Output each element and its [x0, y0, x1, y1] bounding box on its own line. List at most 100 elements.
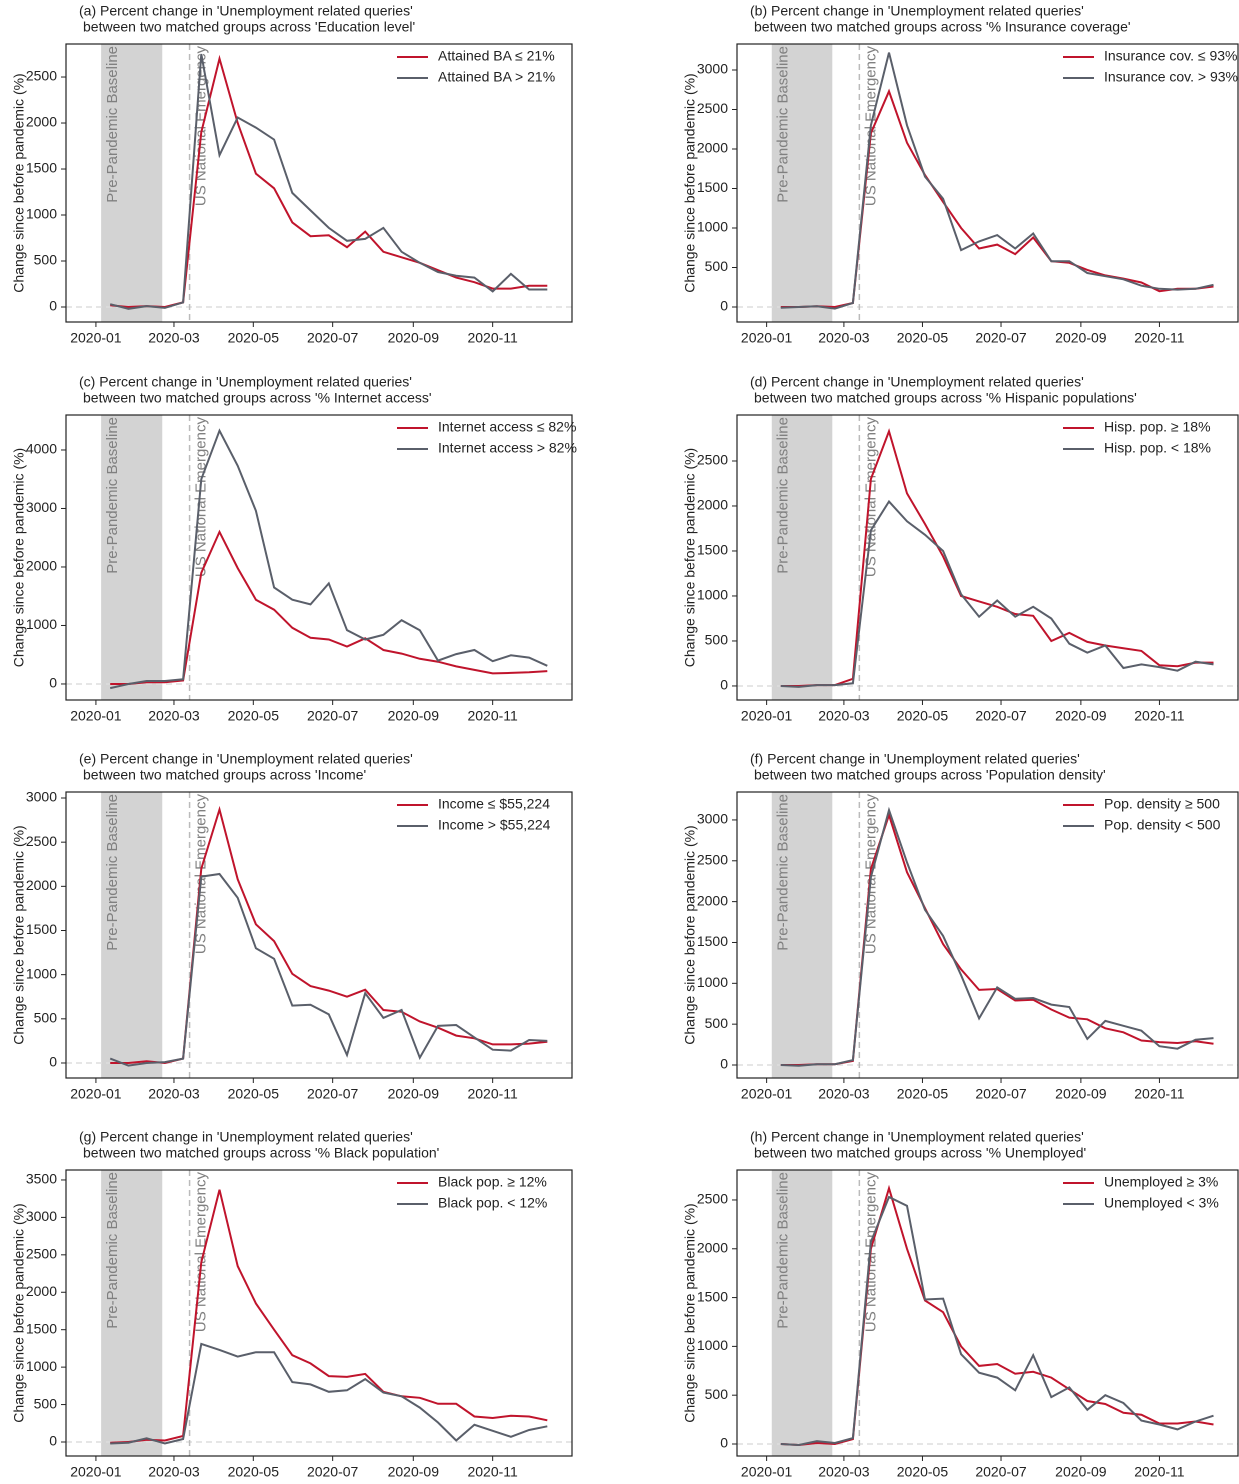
x-tick-label: 2020-07 [975, 708, 1027, 724]
x-tick-label: 2020-09 [388, 1464, 440, 1480]
series-line [780, 1184, 1214, 1447]
x-tick-label: 2020-03 [148, 330, 200, 346]
plot-frame [65, 414, 573, 701]
series-line [110, 54, 548, 309]
y-tick-label: 2500 [26, 1246, 57, 1262]
plot-frame [65, 791, 573, 1079]
x-tick-label: 2020-09 [388, 708, 440, 724]
y-tick-label: 1500 [26, 921, 57, 937]
y-tick-label: 1000 [697, 1337, 728, 1353]
x-tick-label: 2020-11 [1134, 1464, 1185, 1480]
legend-label: Internet access ≤ 82% [438, 419, 576, 435]
plot-frame [736, 414, 1239, 701]
x-tick-label: 2020-11 [1134, 330, 1185, 346]
baseline-label: Pre-Pandemic Baseline [775, 46, 792, 203]
y-tick-label: 1500 [697, 179, 728, 195]
y-tick-label: 2500 [26, 833, 57, 849]
x-tick-label: 2020-07 [975, 330, 1027, 346]
y-tick-label: 2000 [697, 1239, 728, 1255]
y-tick-label: 2000 [26, 1283, 57, 1299]
x-tick-label: 2020-03 [818, 708, 870, 724]
baseline-span [101, 1170, 163, 1456]
plot-frame [736, 791, 1239, 1079]
y-tick-label: 500 [34, 252, 58, 268]
x-tick-label: 2020-01 [741, 708, 793, 724]
baseline-span [771, 44, 833, 322]
x-tick-label: 2020-01 [70, 1464, 122, 1480]
x-tick-label: 2020-07 [307, 330, 359, 346]
y-tick-label: 3000 [26, 499, 57, 515]
y-tick-label: 3000 [26, 789, 57, 805]
series-line [109, 53, 548, 310]
x-tick-label: 2020-05 [228, 1464, 280, 1480]
series-line [780, 811, 1214, 1066]
legend-label: Insurance cov. > 93% [1104, 69, 1238, 85]
y-tick-label: 1000 [26, 1358, 57, 1374]
legend-label: Attained BA > 21% [438, 69, 555, 85]
baseline-label: Pre-Pandemic Baseline [775, 1172, 792, 1329]
panel: Pre-Pandemic Baseline US National Emergen… [11, 3, 573, 346]
x-tick-label: 2020-07 [307, 708, 359, 724]
x-tick-label: 2020-01 [741, 1086, 793, 1102]
x-tick-label: 2020-05 [228, 708, 280, 724]
legend-label: Hisp. pop. < 18% [1104, 440, 1211, 456]
legend-label: Pop. density < 500 [1104, 817, 1221, 833]
legend-label: Unemployed < 3% [1104, 1195, 1219, 1211]
chart-title: (a) Percent change in 'Unemployment rela… [79, 3, 413, 19]
y-tick-label: 500 [705, 1015, 729, 1031]
y-tick-label: 2500 [26, 68, 57, 84]
y-tick-label: 500 [705, 1386, 729, 1402]
y-tick-label: 3000 [697, 811, 728, 827]
chart-title: between two matched groups across 'Educa… [83, 19, 415, 35]
chart-title: (b) Percent change in 'Unemployment rela… [750, 3, 1084, 19]
chart-title: between two matched groups across '% Une… [754, 1145, 1086, 1161]
legend-label: Hisp. pop. ≥ 18% [1104, 419, 1211, 435]
y-tick-label: 1000 [697, 587, 728, 603]
chart-title: between two matched groups across 'Incom… [83, 767, 366, 783]
y-axis-label: Change since before pandemic (%) [11, 825, 27, 1044]
x-tick-label: 2020-05 [897, 1086, 949, 1102]
y-tick-label: 1500 [697, 1288, 728, 1304]
y-tick-label: 3500 [26, 1171, 57, 1187]
y-tick-label: 1000 [26, 206, 57, 222]
y-tick-label: 1000 [26, 965, 57, 981]
baseline-label: Pre-Pandemic Baseline [104, 794, 121, 951]
baseline-label: Pre-Pandemic Baseline [775, 417, 792, 574]
baseline-label: Pre-Pandemic Baseline [104, 417, 121, 574]
x-tick-label: 2020-01 [70, 1086, 122, 1102]
plot-frame [736, 1169, 1239, 1457]
legend-label: Attained BA ≤ 21% [438, 48, 555, 64]
x-tick-label: 2020-07 [975, 1086, 1027, 1102]
y-tick-label: 500 [34, 1010, 58, 1026]
series-line [110, 1189, 548, 1444]
legend-label: Internet access > 82% [438, 440, 577, 456]
x-tick-label: 2020-07 [307, 1464, 359, 1480]
x-tick-label: 2020-09 [1055, 708, 1107, 724]
x-tick-label: 2020-03 [818, 1464, 870, 1480]
x-tick-label: 2020-05 [897, 330, 949, 346]
x-tick-label: 2020-11 [467, 330, 518, 346]
series-line [109, 872, 548, 1067]
chart-title: between two matched groups across '% Bla… [83, 1145, 439, 1161]
series-line [780, 499, 1214, 688]
x-tick-label: 2020-03 [148, 708, 200, 724]
panel: Pre-Pandemic Baseline US National Emergen… [11, 374, 577, 724]
y-tick-label: 1000 [26, 616, 57, 632]
y-tick-label: 2000 [26, 114, 57, 130]
chart-title: between two matched groups across '% Int… [83, 390, 432, 406]
y-tick-label: 1500 [26, 160, 57, 176]
x-tick-label: 2020-09 [1055, 1464, 1107, 1480]
x-tick-label: 2020-01 [70, 708, 122, 724]
x-tick-label: 2020-05 [897, 1464, 949, 1480]
y-tick-label: 2500 [697, 100, 728, 116]
y-tick-label: 500 [34, 1395, 58, 1411]
legend-label: Income ≤ $55,224 [438, 796, 550, 812]
series-line [110, 529, 548, 685]
series-line [780, 428, 1214, 687]
legend-label: Insurance cov. ≤ 93% [1104, 48, 1238, 64]
x-tick-label: 2020-11 [467, 708, 518, 724]
plot-frame [65, 1169, 573, 1457]
panel: Pre-Pandemic Baseline US National Emergen… [11, 751, 573, 1102]
baseline-span [101, 792, 163, 1078]
